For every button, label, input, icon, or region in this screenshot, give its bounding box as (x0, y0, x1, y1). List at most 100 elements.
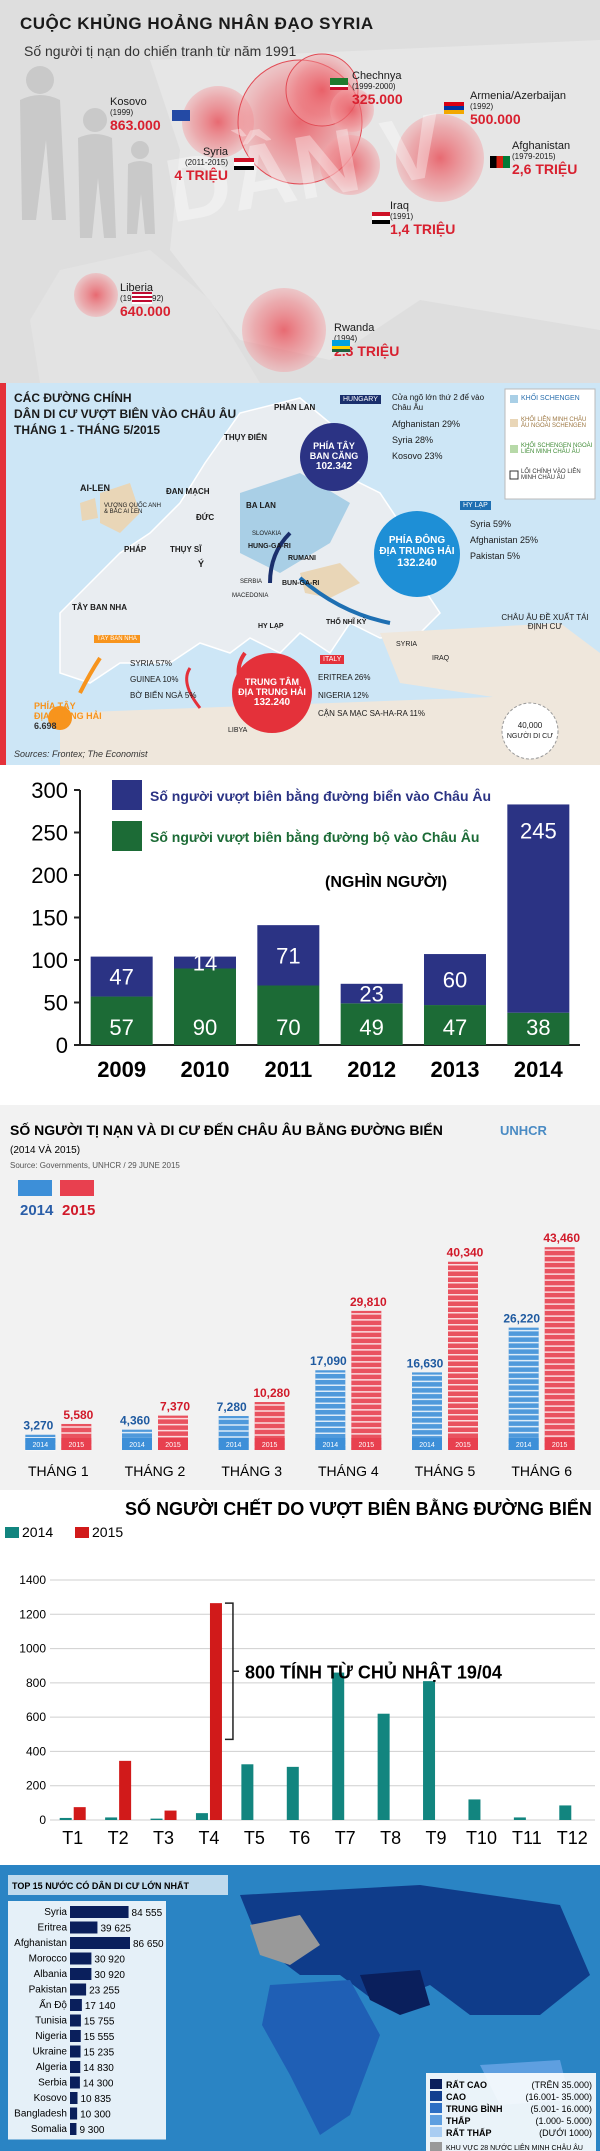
bar-sea (174, 956, 236, 969)
bar-year-label: 2015 (262, 1442, 278, 1449)
bar-sea (507, 804, 570, 1013)
greece-row-2: Afghanistan 25% (470, 535, 539, 545)
origin-value: 15 235 (84, 2048, 115, 2059)
panel-sea-arrivals-chart: SỐ NGƯỜI TỊ NẠN VÀ DI CƯ ĐẾN CHÂU ÂU BẰN… (0, 1105, 600, 1490)
bar-year-label: 2014 (129, 1442, 145, 1449)
spain-row-1: SYRIA 57% (130, 659, 172, 668)
bar-land (340, 1003, 403, 1045)
legend-swatch-sea (112, 780, 142, 810)
afghanistan-name: Afghanistan (512, 140, 571, 152)
bar-year-tag (315, 1438, 346, 1450)
bar-sea (424, 954, 486, 1006)
chart3-annotation: 800 TÍNH TỪ CHỦ NHẬT 19/04 (245, 1661, 502, 1682)
bar-sea (90, 956, 153, 997)
y-tick-label: 200 (26, 1779, 46, 1793)
y-tick-label: 600 (26, 1710, 46, 1724)
bar-2015 (448, 1261, 478, 1450)
x-tick-label: T8 (380, 1828, 401, 1848)
y-tick-label: 300 (31, 778, 68, 803)
country-label-denmark: ĐAN MẠCH (166, 487, 210, 496)
panel-deaths-chart: SỐ NGƯỜI CHẾT DO VƯỢT BIÊN BẰNG ĐƯỜNG BI… (0, 1490, 600, 1865)
country-label-turkey: THỔ NHĨ KỲ (326, 619, 367, 626)
bar-2014 (468, 1799, 481, 1820)
panel-refugee-map: DẦN V CUỘC KHỦNG HOẢNG NHÂN ĐẠO SYRIA Số… (0, 0, 600, 383)
bar-year-label: 2015 (455, 1442, 471, 1449)
x-tick-label: THÁNG 1 (28, 1463, 89, 1479)
origin-name: Syria (44, 1907, 67, 1918)
chart3-title: SỐ NGƯỜI CHẾT DO VƯỢT BIÊN BẰNG ĐƯỜNG BI… (125, 1498, 592, 1519)
x-tick-label: 2009 (97, 1057, 146, 1082)
label-kosovo: Kosovo (1999) 863.000 (110, 96, 161, 133)
origin-value: 10 300 (80, 2110, 111, 2121)
chechnya-name: Chechnya (352, 70, 402, 82)
legend-eu-note: KHU VỰC 28 NƯỚC LIÊN MINH CHÂU ÂU (446, 2143, 583, 2151)
origin-value: 30 920 (94, 1970, 125, 1981)
legend-range: (1.000- 5.000) (535, 2116, 592, 2126)
kosovo-name: Kosovo (110, 96, 147, 108)
syria-years: (2011-2015) (185, 158, 228, 167)
refugee-silhouette (20, 66, 155, 238)
bar-2014 (241, 1764, 254, 1820)
bar-2015 (544, 1247, 575, 1450)
iraq-name: Iraq (390, 200, 409, 212)
country-label-bulgaria: BUN-GA-RI (282, 580, 320, 587)
origin-value: 39 625 (100, 1924, 131, 1935)
country-label-hungary: HUNG-GA-RI (248, 543, 291, 550)
italy-tag: ITALY (320, 655, 345, 664)
region-middle-east (360, 1970, 430, 2015)
x-tick-label: 2012 (347, 1057, 396, 1082)
legend-range: (DƯỚI 1000) (539, 2128, 592, 2138)
y-tick-label: 100 (31, 948, 68, 973)
bar-land (424, 1005, 486, 1045)
bar-value-label: 29,810 (350, 1295, 387, 1309)
east-med-circle: PHÍA ĐÔNG ĐỊA TRUNG HẢI 132.240 (374, 511, 460, 597)
x-tick-label: THÁNG 5 (415, 1463, 476, 1479)
schengen-core (240, 473, 350, 573)
bar-year-tag (61, 1438, 92, 1450)
x-tick-label: 2014 (514, 1057, 564, 1082)
origin-bar (70, 1906, 129, 1918)
bar-sea-label: 60 (443, 968, 467, 993)
bar-year-tag (25, 1438, 56, 1450)
legend-label-2015: 2015 (62, 1202, 95, 1219)
bar-sea-label: 71 (276, 943, 300, 968)
continent-africa (262, 1980, 380, 2135)
flag-liberia-icon (132, 292, 152, 304)
origin-value: 15 755 (84, 2017, 115, 2028)
bar-land-label: 90 (193, 1015, 217, 1040)
legend-text-2: KHỐI LIÊN MINH CHÂU ÂU NGOÀI SCHENGEN (521, 417, 587, 429)
x-tick-label: THÁNG 6 (511, 1463, 572, 1479)
west-balkan-value: 102.342 (315, 461, 353, 472)
legend-swatch (430, 2103, 442, 2113)
legend-range: (16.001- 35.000) (525, 2092, 592, 2102)
chart-deaths: SỐ NGƯỜI CHẾT DO VƯỢT BIÊN BẰNG ĐƯỜNG BI… (5, 1498, 595, 1848)
label-chechnya: Chechnya (1999-2000) 325.000 (352, 70, 403, 107)
origin-name: Tunisia (35, 2016, 67, 2027)
origin-bar (70, 2092, 78, 2104)
greece-row-1: Syria 59% (470, 519, 512, 529)
x-tick-label: T6 (289, 1828, 310, 1848)
legend-swatch-schengen-noneu (510, 445, 518, 453)
kosovo-value: 863.000 (110, 117, 161, 133)
west-balkan-label2: BAN CĂNG (309, 451, 359, 461)
legend-swatch (430, 2091, 442, 2101)
country-label-macedonia: MACEDONIA (232, 593, 269, 599)
panel2-title-1: CÁC ĐƯỜNG CHÍNH (14, 391, 132, 405)
chart-origins: TOP 15 NƯỚC CÓ DÂN DI CƯ LỚN NHẤT Syria 84… (0, 1865, 600, 2151)
flag-syria-icon (234, 158, 254, 170)
country-label-syria: SYRIA (396, 641, 418, 648)
iraq-value: 1,4 TRIỆU (390, 221, 456, 237)
y-tick-label: 150 (31, 906, 68, 931)
east-med-label2: ĐỊA TRUNG HẢI (379, 546, 455, 557)
origin-bar (70, 2030, 81, 2042)
y-tick-label: 0 (56, 1033, 68, 1058)
bar-land-label: 70 (276, 1015, 300, 1040)
bar-2014 (332, 1672, 345, 1820)
legend-swatch-2015 (75, 1527, 89, 1538)
bar-year-label: 2014 (323, 1442, 339, 1449)
bar-2014 (59, 1817, 72, 1820)
flag-rwanda-icon (332, 340, 350, 352)
continent-eu (250, 1915, 320, 1965)
africa-land (60, 693, 600, 765)
bar-year-tag (158, 1438, 188, 1450)
